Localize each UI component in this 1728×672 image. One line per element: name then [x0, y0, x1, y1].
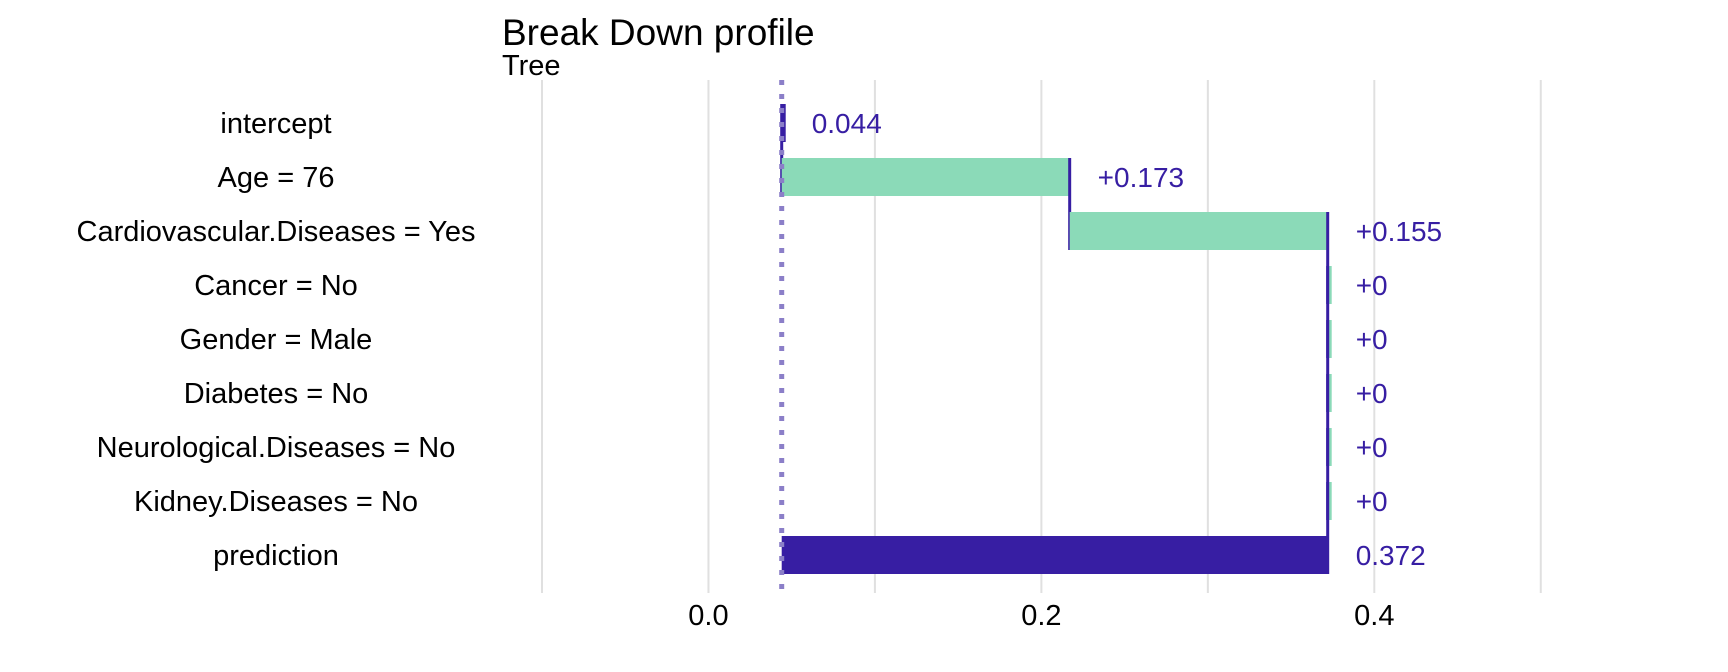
chart-title: Break Down profile — [502, 12, 815, 53]
category-label: Cancer = No — [194, 270, 358, 302]
data-label: 0.372 — [1356, 540, 1426, 571]
data-label: +0 — [1356, 486, 1388, 517]
data-label: 0.044 — [812, 108, 882, 139]
bar — [1327, 266, 1332, 304]
bar — [1327, 320, 1332, 358]
data-label: +0 — [1356, 270, 1388, 301]
category-label: Kidney.Diseases = No — [134, 486, 418, 518]
category-label: Neurological.Diseases = No — [97, 432, 456, 464]
category-label: Cardiovascular.Diseases = Yes — [77, 216, 476, 248]
labels: 0.0 0.2 0.4 intercept Age = 76 Cardiovascular… — [77, 108, 1443, 632]
bar — [1327, 374, 1332, 412]
x-tick-label: 0.0 — [688, 600, 728, 632]
category-label: intercept — [220, 108, 331, 140]
data-label: +0.173 — [1098, 162, 1184, 193]
bar — [781, 158, 1070, 196]
bar — [781, 536, 1328, 574]
data-label: +0 — [1356, 432, 1388, 463]
bar — [1069, 212, 1328, 250]
category-label: Age = 76 — [218, 162, 335, 194]
x-tick-label: 0.4 — [1354, 600, 1394, 632]
chart-subtitle: Tree — [502, 50, 561, 82]
bars — [780, 104, 1332, 574]
category-label: Diabetes = No — [184, 378, 369, 410]
bar — [1327, 482, 1332, 520]
x-tick-label: 0.2 — [1021, 600, 1061, 632]
bar — [1327, 428, 1332, 466]
gridlines — [541, 80, 1542, 593]
data-label: +0 — [1356, 378, 1388, 409]
category-label: Gender = Male — [180, 324, 373, 356]
data-label: +0.155 — [1356, 216, 1442, 247]
data-label: +0 — [1356, 324, 1388, 355]
category-label: prediction — [213, 540, 339, 572]
